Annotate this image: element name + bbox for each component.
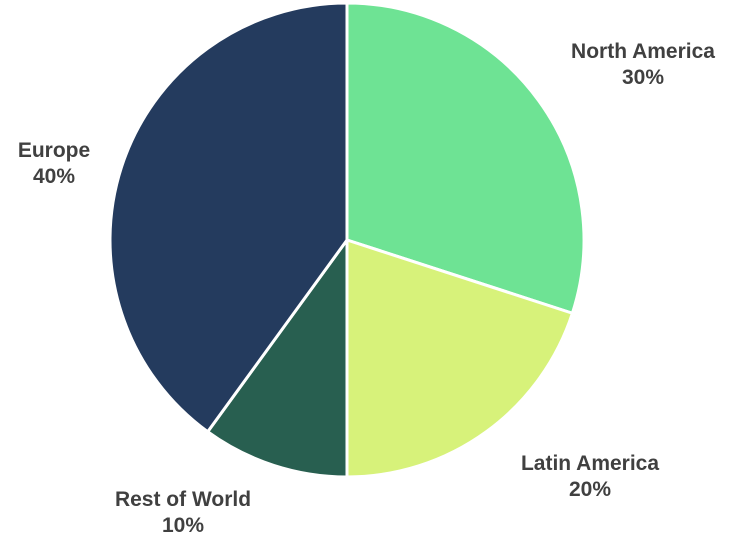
pie-slice-north-america [345,1,586,315]
pie-slice-latin-america [345,238,574,479]
slice-value-europe: 40% [33,165,75,188]
slice-label-rest-of-world: Rest of World [115,488,251,511]
pie-slice-rest-of-world [206,238,349,479]
slice-label-europe: Europe [18,139,90,162]
slice-label-latin-america: Latin America [521,452,659,475]
slice-value-rest-of-world: 10% [162,514,204,537]
pie-slice-europe [108,1,349,434]
pie-labels: North America 30% Latin America 20% Rest of … [18,40,715,537]
slice-label-north-america: North America [571,40,715,63]
slice-value-north-america: 30% [622,66,664,89]
slice-value-latin-america: 20% [569,478,611,501]
pie-slices [108,1,586,479]
